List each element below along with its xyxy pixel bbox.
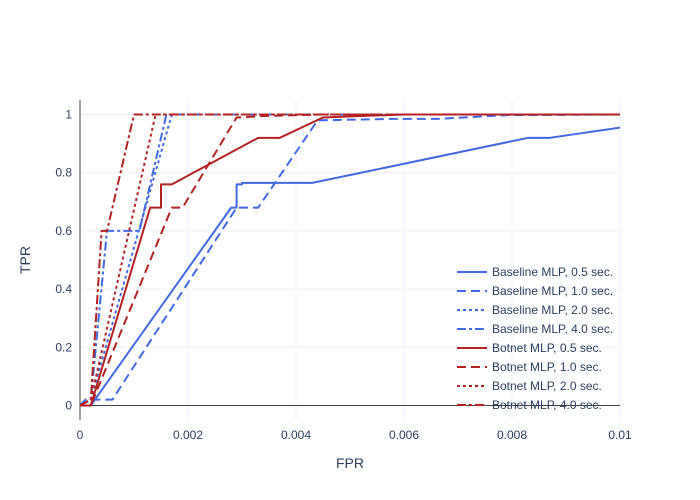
legend-label: Baseline MLP, 4.0 sec.: [492, 322, 613, 336]
series-line-8: [80, 113, 620, 407]
legend-item[interactable]: Botnet MLP, 4.0 sec.: [457, 398, 602, 412]
series-line-2: [80, 113, 620, 407]
tick-labels: 0 0.002 0.004 0.006 0.008 0.01 0 0.2 0.4 0.6 0.8 1: [55, 108, 632, 442]
legend-item[interactable]: Botnet MLP, 0.5 sec.: [457, 341, 602, 355]
series-line-6: [80, 113, 620, 407]
legend-item[interactable]: Baseline MLP, 0.5 sec.: [457, 265, 613, 279]
y-axis-title: TPR: [17, 246, 33, 274]
legend-label: Botnet MLP, 2.0 sec.: [492, 379, 602, 393]
y-tick-label: 1: [65, 108, 72, 122]
legend-item[interactable]: Baseline MLP, 2.0 sec.: [457, 303, 613, 317]
x-tick-label: 0.006: [389, 428, 419, 442]
series-lines: [80, 113, 620, 407]
legend-item[interactable]: Baseline MLP, 1.0 sec.: [457, 284, 613, 298]
x-tick-label: 0.002: [173, 428, 203, 442]
legend-item[interactable]: Botnet MLP, 2.0 sec.: [457, 379, 602, 393]
series-line-1: [80, 126, 620, 407]
x-tick-label: 0.004: [281, 428, 311, 442]
legend-label: Botnet MLP, 0.5 sec.: [492, 341, 602, 355]
x-axis-title: FPR: [336, 455, 364, 471]
y-tick-label: 0.4: [55, 282, 72, 296]
y-tick-label: 0.2: [55, 340, 72, 354]
legend-label: Baseline MLP, 0.5 sec.: [492, 265, 613, 279]
legend-item[interactable]: Baseline MLP, 4.0 sec.: [457, 322, 613, 336]
x-tick-label: 0.008: [497, 428, 527, 442]
legend-label: Baseline MLP, 1.0 sec.: [492, 284, 613, 298]
legend-label: Baseline MLP, 2.0 sec.: [492, 303, 613, 317]
zero-lines: [79, 100, 620, 420]
legend-label: Botnet MLP, 1.0 sec.: [492, 360, 602, 374]
y-tick-label: 0: [65, 398, 72, 412]
x-tick-label: 0.01: [608, 428, 632, 442]
x-tick-label: 0: [77, 428, 84, 442]
legend[interactable]: Baseline MLP, 0.5 sec. Baseline MLP, 1.0 …: [457, 265, 613, 412]
legend-item[interactable]: Botnet MLP, 1.0 sec.: [457, 360, 602, 374]
series-line-5: [80, 113, 620, 407]
y-tick-label: 0.8: [55, 166, 72, 180]
y-tick-label: 0.6: [55, 224, 72, 238]
legend-label: Botnet MLP, 4.0 sec.: [492, 398, 602, 412]
